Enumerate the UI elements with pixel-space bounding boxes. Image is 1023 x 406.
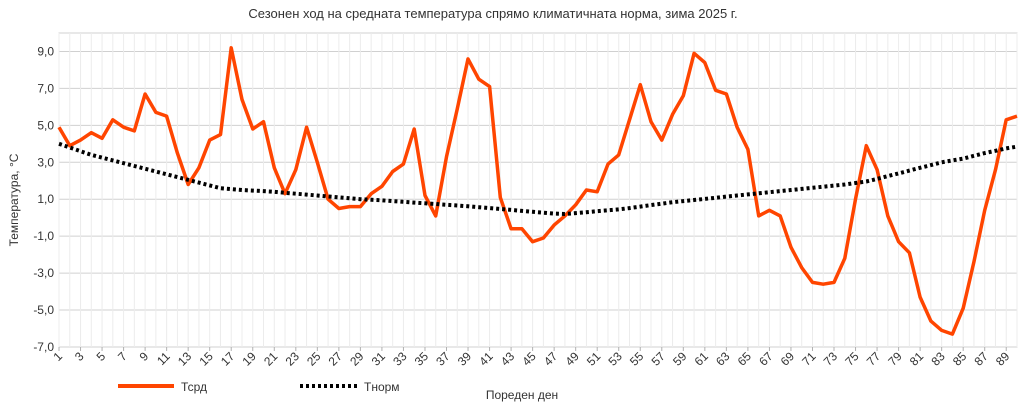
x-tick-label: 51 <box>584 349 604 369</box>
x-tick-label: 81 <box>907 349 927 369</box>
chart-title: Сезонен ход на средната температура спря… <box>248 6 737 21</box>
x-tick-label: 63 <box>713 349 733 369</box>
x-tick-label: 71 <box>799 349 819 369</box>
x-tick-label: 85 <box>950 349 970 369</box>
x-axis-label: Пореден ден <box>486 388 558 402</box>
y-tick-label: -7,0 <box>33 340 54 354</box>
series-layer <box>57 46 1018 336</box>
x-tick-label: 83 <box>928 349 948 369</box>
y-tick-label: 1,0 <box>37 192 54 206</box>
x-tick-label: 33 <box>390 349 410 369</box>
y-tick-label: 3,0 <box>37 155 54 169</box>
series-line-tsrd <box>57 46 1018 336</box>
x-tick-label: 59 <box>670 349 690 369</box>
x-tick-label: 87 <box>971 349 991 369</box>
legend: Тсрд Тнорм <box>118 380 400 394</box>
x-tick-label: 39 <box>455 349 475 369</box>
x-tick-label: 61 <box>692 349 712 369</box>
x-tick-label: 29 <box>347 349 367 369</box>
x-tick-label: 57 <box>649 349 669 369</box>
x-tick-label: 7 <box>115 349 130 364</box>
x-tick-label: 11 <box>154 349 173 368</box>
x-tick-label: 55 <box>627 349 647 369</box>
x-tick-label: 19 <box>240 349 260 369</box>
y-tick-label: 5,0 <box>37 118 54 132</box>
y-tick-label: -5,0 <box>33 303 54 317</box>
y-tick-label: 7,0 <box>37 81 54 95</box>
y-tick-label: -3,0 <box>33 266 54 280</box>
x-tick-label: 77 <box>864 349 884 369</box>
x-tick-label: 3 <box>72 349 87 364</box>
x-tick-label: 49 <box>562 349 582 369</box>
x-tick-label: 43 <box>498 349 518 369</box>
x-tick-label: 21 <box>261 349 281 369</box>
x-tick-label: 53 <box>606 349 626 369</box>
series-line-tnorm <box>58 141 1018 216</box>
legend-label-tnorm: Тнорм <box>364 380 400 394</box>
x-tick-label: 1 <box>50 349 65 364</box>
x-tick-label: 9 <box>137 349 152 364</box>
x-tick-label: 65 <box>735 349 755 369</box>
x-tick-label: 23 <box>283 349 303 369</box>
x-tick-label: 47 <box>541 349 561 369</box>
x-tick-label: 27 <box>326 349 346 369</box>
x-tick-label: 15 <box>196 349 216 369</box>
legend-label-tsrd: Тсрд <box>181 380 207 394</box>
x-tick-label: 31 <box>369 349 389 369</box>
grid-layer <box>58 32 1018 348</box>
y-tick-label: -1,0 <box>33 229 54 243</box>
plot-frame <box>58 32 1018 348</box>
x-tick-label: 73 <box>821 349 841 369</box>
x-tick-label: 5 <box>94 349 109 364</box>
axis-layer: 9,07,05,03,01,0-1,0-3,0-5,0-7,01 3 5 7 9 11 13… <box>33 44 1012 368</box>
x-tick-label: 89 <box>993 349 1013 369</box>
x-tick-label: 35 <box>412 349 432 369</box>
x-tick-label: 69 <box>778 349 798 369</box>
x-tick-label: 37 <box>433 349 453 369</box>
x-tick-label: 67 <box>756 349 776 369</box>
y-tick-label: 9,0 <box>37 44 54 58</box>
x-tick-label: 41 <box>476 349 496 369</box>
x-tick-label: 17 <box>218 349 238 369</box>
x-tick-label: 79 <box>885 349 905 369</box>
x-tick-label: 13 <box>175 349 195 369</box>
x-tick-label: 75 <box>842 349 862 369</box>
x-tick-label: 45 <box>519 349 539 369</box>
x-tick-label: 25 <box>304 349 324 369</box>
y-axis-label: Температура, °C <box>7 153 21 246</box>
